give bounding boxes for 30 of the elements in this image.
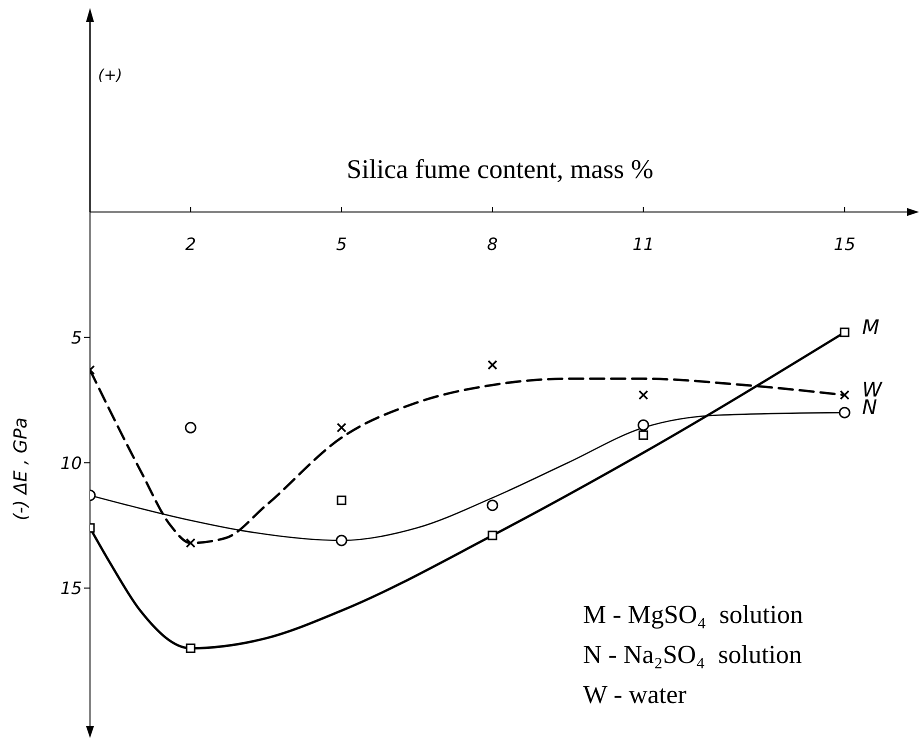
point (840, 390, 850, 400)
point (638, 419, 650, 431)
point (488, 530, 498, 540)
point (336, 496, 346, 506)
x-tick-label: 15 (834, 235, 856, 255)
annotation: M - MgSO₄ solution (583, 600, 803, 630)
annotation: W - water (583, 680, 686, 710)
point (486, 500, 498, 512)
point (840, 328, 850, 338)
point (638, 390, 648, 400)
x-tick-label: 5 (336, 235, 347, 255)
point (186, 538, 196, 548)
y-axis-title: (-) ΔE , GPa (10, 418, 32, 520)
y-tick-label: 15 (60, 579, 82, 600)
y-tick-label: 5 (71, 328, 82, 348)
y-tick-label: 10 (60, 454, 82, 474)
point (186, 644, 196, 654)
x-axis-title: Silica fume content, mass % (346, 154, 654, 185)
text: (+) (98, 66, 122, 84)
x-tick-label: 8 (487, 235, 498, 255)
point (336, 422, 346, 433)
point (184, 422, 196, 434)
point (336, 534, 348, 546)
annotation: N - Na₂SO₄ solution (583, 640, 802, 670)
point (838, 406, 850, 418)
point (638, 430, 648, 440)
series-label: M (862, 314, 880, 339)
x-tick-label: 11 (632, 235, 654, 255)
x-tick-label: 2 (185, 235, 196, 255)
point (488, 360, 498, 370)
